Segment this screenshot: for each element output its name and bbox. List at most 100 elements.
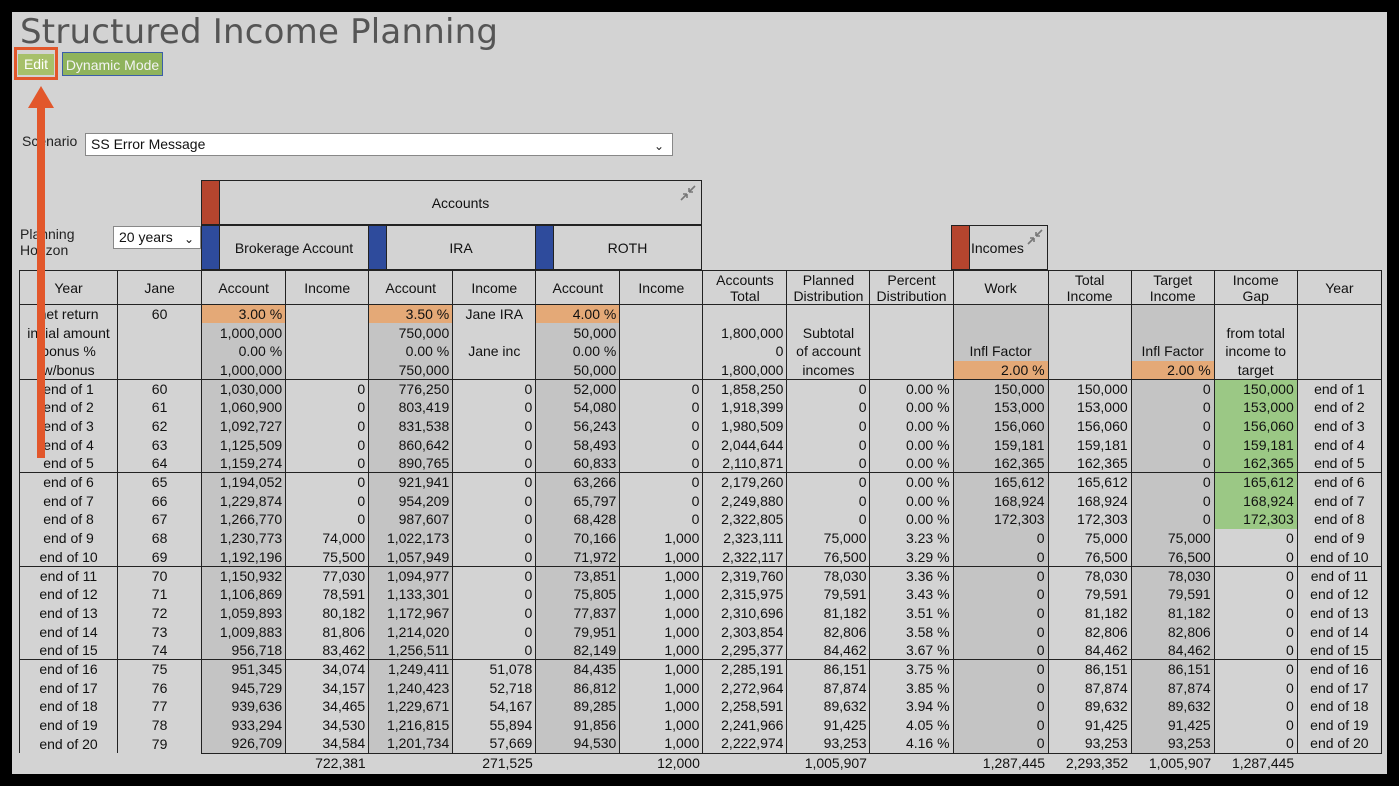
brokerage-initial[interactable]: 1,000,000 <box>201 323 286 342</box>
row-year-end: end of 15 <box>1296 640 1383 660</box>
income-gap-cell: 0 <box>1213 715 1298 735</box>
total-income-cell: 159,181 <box>1047 435 1132 454</box>
target-income-cell: 89,632 <box>1130 696 1215 716</box>
col-brokerage-account: Account <box>201 270 287 305</box>
brokerage-bonus[interactable]: 0.00 % <box>201 341 286 361</box>
roth-initial[interactable]: 50,000 <box>535 323 620 342</box>
ira-income-cell: 0 <box>452 565 536 585</box>
edit-highlight-box <box>14 47 58 80</box>
roth-account-cell: 91,856 <box>535 715 620 735</box>
accounts-total-cell: 2,303,854 <box>702 622 787 641</box>
income-planning-table: Year Jane Account Income Account Income … <box>18 270 1383 772</box>
brokerage-income-cell: 34,584 <box>285 734 369 753</box>
col-roth-income: Income <box>619 270 704 305</box>
target-income-cell: 0 <box>1130 416 1215 436</box>
income-gap-cell: 0 <box>1213 640 1298 660</box>
total-income-cell: 165,612 <box>1047 472 1132 492</box>
work-cell: 0 <box>952 734 1049 753</box>
roth-income-cell: 1,000 <box>619 622 703 641</box>
brokerage-income-cell: 80,182 <box>285 603 369 623</box>
planned-distribution-cell: 0 <box>786 397 870 417</box>
total-income-cell: 84,462 <box>1047 640 1132 660</box>
col-percent-line2: Distribution <box>876 287 947 304</box>
brokerage-income-cell: 34,157 <box>285 678 369 697</box>
ira-color-swatch <box>368 225 387 270</box>
collapse-icon[interactable] <box>679 184 697 202</box>
table-row: end of 10 69 1,192,196 75,500 1,057,949 0 71,9… <box>18 547 1383 567</box>
income-gap-cell: 168,924 <box>1213 491 1298 511</box>
total-income-cell: 78,030 <box>1047 565 1132 585</box>
income-gap-cell: 0 <box>1213 547 1298 567</box>
brokerage-income-cell: 34,074 <box>285 659 369 679</box>
row-year-end: end of 16 <box>1296 659 1383 679</box>
planning-horizon-select[interactable]: 20 years ⌄ <box>113 226 201 249</box>
ira-income-cell: 0 <box>452 378 536 398</box>
table-row: end of 3 62 1,092,727 0 831,538 0 56,243 0 1,980… <box>18 416 1383 436</box>
income-gap-cell: 156,060 <box>1213 416 1298 436</box>
ira-account-cell: 1,240,423 <box>368 678 453 697</box>
row-age: 72 <box>117 603 202 623</box>
ira-account-cell: 987,607 <box>368 510 453 529</box>
income-gap-cell: 0 <box>1213 678 1298 697</box>
ira-income-label-2: Jane inc <box>452 341 536 361</box>
ira-account-cell: 776,250 <box>368 378 453 398</box>
brokerage-account-cell: 1,230,773 <box>201 528 286 548</box>
row-year-end: end of 2 <box>1296 397 1383 417</box>
row-year-end: end of 3 <box>1296 416 1383 436</box>
percent-distribution-cell: 3.67 % <box>869 640 954 660</box>
row-year-end: end of 13 <box>1296 603 1383 623</box>
dynamic-mode-button[interactable]: Dynamic Mode <box>62 52 163 76</box>
brokerage-return-input[interactable]: 3.00 % <box>201 304 286 324</box>
ira-income-cell: 0 <box>452 547 536 567</box>
row-year: end of 17 <box>18 678 118 697</box>
work-cell: 0 <box>952 715 1049 735</box>
col-brokerage-income: Income <box>285 270 370 305</box>
target-income-cell: 91,425 <box>1130 715 1215 735</box>
ira-return-input[interactable]: 3.50 % <box>368 304 453 324</box>
ira-bonus[interactable]: 0.00 % <box>368 341 453 361</box>
income-gap-cell: 162,365 <box>1213 454 1298 473</box>
brokerage-account-cell: 1,009,883 <box>201 622 286 641</box>
row-age: 69 <box>117 547 202 567</box>
roth-income-cell: 0 <box>619 378 703 398</box>
accounts-group-label: Accounts <box>431 195 490 211</box>
row-year: end of 13 <box>18 603 118 623</box>
row-age: 78 <box>117 715 202 735</box>
table-row: end of 7 66 1,229,874 0 954,209 0 65,797 0 2,249… <box>18 491 1383 511</box>
brokerage-account-cell: 1,194,052 <box>201 472 286 492</box>
roth-bonus[interactable]: 0.00 % <box>535 341 620 361</box>
ira-account-cell: 1,214,020 <box>368 622 453 641</box>
collapse-icon[interactable] <box>1026 228 1044 246</box>
ira-income-cell: 0 <box>452 584 536 604</box>
brokerage-income-cell: 74,000 <box>285 528 369 548</box>
total-income-cell: 81,182 <box>1047 603 1132 623</box>
target-infl-input[interactable]: 2.00 % <box>1130 360 1215 380</box>
param-row-initial-amount: initial amount 1,000,000 750,000 50,000 … <box>18 323 1383 342</box>
income-gap-cell: 0 <box>1213 696 1298 716</box>
target-income-cell: 86,151 <box>1130 659 1215 679</box>
brokerage-income-cell: 34,530 <box>285 715 369 735</box>
brokerage-header: Brokerage Account <box>219 225 369 270</box>
brokerage-income-cell: 0 <box>285 491 369 511</box>
total-income-cell: 75,000 <box>1047 528 1132 548</box>
planned-distribution-cell: 0 <box>786 416 870 436</box>
edit-button[interactable]: Edit <box>18 54 54 75</box>
roth-color-swatch <box>535 225 554 270</box>
percent-distribution-cell: 0.00 % <box>869 416 954 436</box>
roth-income-cell: 0 <box>619 454 703 473</box>
target-income-cell: 75,000 <box>1130 528 1215 548</box>
total-income-cell: 76,500 <box>1047 547 1132 567</box>
scenario-select[interactable]: SS Error Message ⌄ <box>85 133 673 156</box>
income-gap-cell: 159,181 <box>1213 435 1298 454</box>
row-year-end: end of 5 <box>1296 454 1383 473</box>
roth-return-input[interactable]: 4.00 % <box>535 304 620 324</box>
percent-distribution-cell: 3.51 % <box>869 603 954 623</box>
work-cell: 165,612 <box>952 472 1049 492</box>
row-year: end of 19 <box>18 715 118 735</box>
row-year-end: end of 7 <box>1296 491 1383 511</box>
ira-initial[interactable]: 750,000 <box>368 323 453 342</box>
roth-label: ROTH <box>607 240 648 256</box>
roth-w-bonus: 50,000 <box>535 360 620 380</box>
income-gap-cell: 0 <box>1213 734 1298 753</box>
work-infl-input[interactable]: 2.00 % <box>952 360 1049 380</box>
